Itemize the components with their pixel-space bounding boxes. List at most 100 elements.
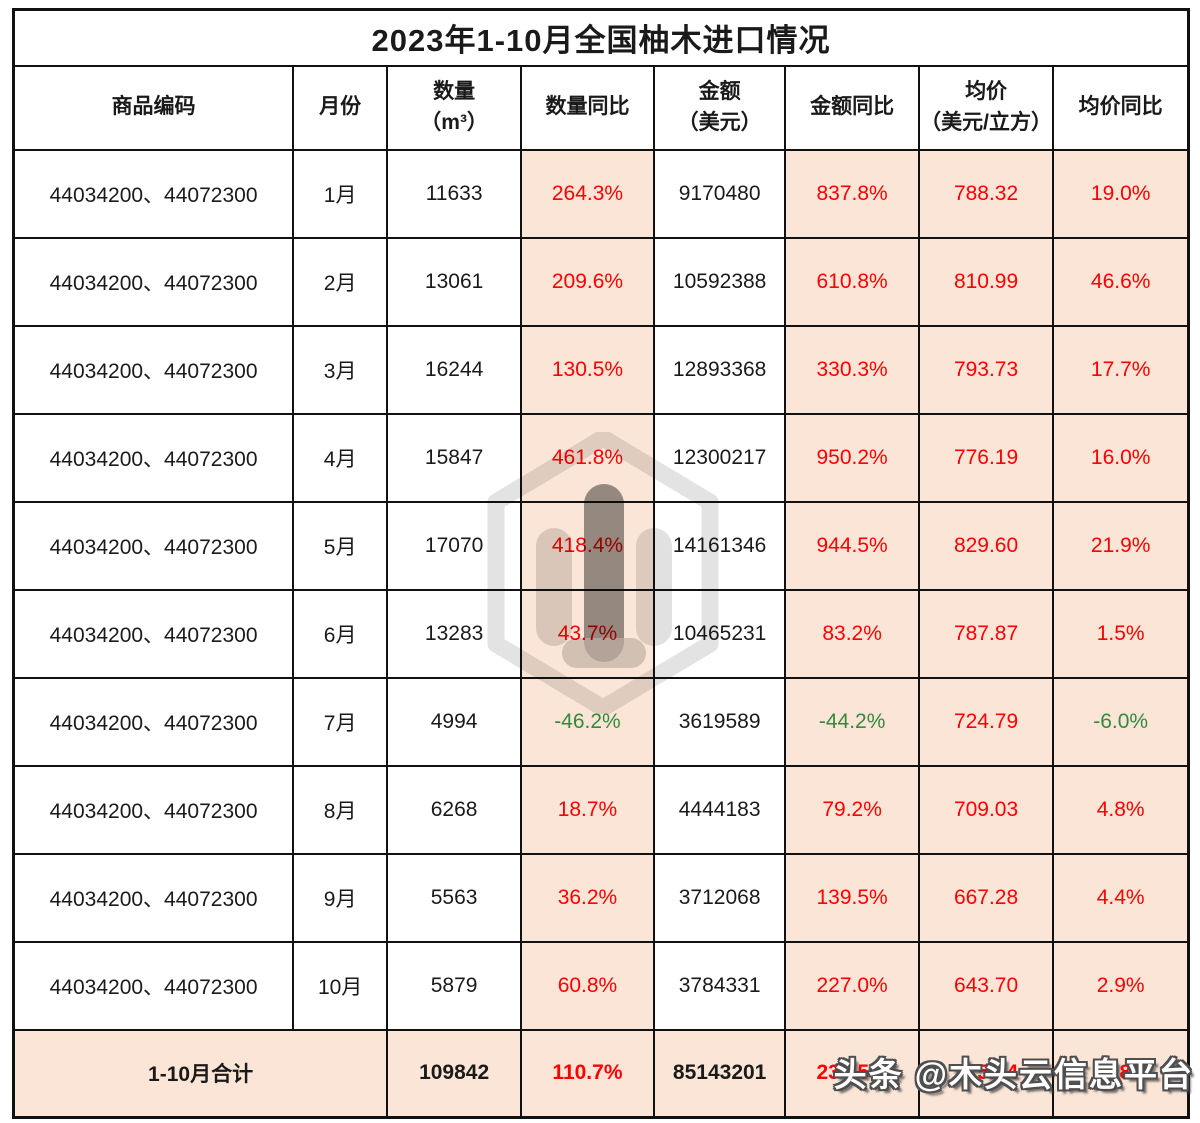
- cell-price: 724.79: [917, 676, 1055, 767]
- cell-qty-yoy: 18.7%: [520, 764, 655, 855]
- cell-amount: 14161346: [652, 500, 787, 591]
- cell-code: 44034200、44072300: [12, 588, 295, 679]
- total-cell-qty-yoy: 110.7%: [520, 1028, 655, 1119]
- cell-price-yoy: -6.0%: [1052, 676, 1190, 767]
- cell-month: 3月: [292, 324, 389, 415]
- col-header-label: 商品编码: [111, 95, 196, 119]
- col-header-code: 商品编码: [12, 64, 295, 151]
- cell-qty-yoy: -46.2%: [520, 676, 655, 767]
- cell-price-yoy: 4.4%: [1052, 852, 1190, 943]
- table-row: 44034200、44072300 7月 4994 -46.2% 3619589 -44.…: [12, 676, 1190, 767]
- cell-price: 793.73: [917, 324, 1055, 415]
- col-header-label: 数量同比: [545, 95, 630, 119]
- cell-code: 44034200、44072300: [12, 676, 295, 767]
- teak-import-table: 2023年1-10月全国柚木进口情况 商品编码 月份 数量 （m³） 数量同比 …: [12, 8, 1190, 1119]
- table-row: 44034200、44072300 1月 11633 264.3% 9170480 837…: [12, 148, 1190, 239]
- col-header-price: 均价 （美元/立方）: [917, 64, 1055, 151]
- col-header-label: 均价同比: [1078, 95, 1163, 119]
- cell-price-yoy: 21.9%: [1052, 500, 1190, 591]
- cell-amount-yoy: 139.5%: [784, 852, 920, 943]
- cell-amount-yoy: 837.8%: [784, 148, 920, 239]
- cell-qty: 17070: [386, 500, 523, 591]
- cell-price-yoy: 19.0%: [1052, 148, 1190, 239]
- cell-qty: 13283: [386, 588, 523, 679]
- cell-qty: 16244: [386, 324, 523, 415]
- cell-price: 810.99: [917, 236, 1055, 327]
- cell-amount: 3784331: [652, 940, 787, 1031]
- cell-price-yoy: 4.8%: [1052, 764, 1190, 855]
- cell-amount-yoy: 944.5%: [784, 500, 920, 591]
- table-title: 2023年1-10月全国柚木进口情况: [12, 8, 1190, 67]
- table-row: 44034200、44072300 10月 5879 60.8% 3784331 227.…: [12, 940, 1190, 1031]
- cell-amount-yoy: 950.2%: [784, 412, 920, 503]
- cell-code: 44034200、44072300: [12, 148, 295, 239]
- cell-amount: 12893368: [652, 324, 787, 415]
- table-row: 44034200、44072300 3月 16244 130.5% 12893368 33…: [12, 324, 1190, 415]
- title-row: 2023年1-10月全国柚木进口情况: [12, 8, 1190, 67]
- table-row: 44034200、44072300 4月 15847 461.8% 12300217 95…: [12, 412, 1190, 503]
- total-cell-amount: 85143201: [652, 1028, 787, 1119]
- cell-month: 9月: [292, 852, 389, 943]
- cell-qty-yoy: 209.6%: [520, 236, 655, 327]
- col-header-unit: （m³）: [420, 110, 488, 134]
- table-head: 2023年1-10月全国柚木进口情况 商品编码 月份 数量 （m³） 数量同比 …: [12, 8, 1190, 151]
- cell-month: 1月: [292, 148, 389, 239]
- cell-month: 2月: [292, 236, 389, 327]
- total-cell-price-yoy: 11.8%: [1052, 1028, 1190, 1119]
- cell-code: 44034200、44072300: [12, 412, 295, 503]
- cell-qty-yoy: 418.4%: [520, 500, 655, 591]
- cell-qty-yoy: 36.2%: [520, 852, 655, 943]
- cell-amount: 4444183: [652, 764, 787, 855]
- cell-price: 643.70: [917, 940, 1055, 1031]
- cell-code: 44034200、44072300: [12, 852, 295, 943]
- cell-month: 10月: [292, 940, 389, 1031]
- table-row: 44034200、44072300 9月 5563 36.2% 3712068 139.5…: [12, 852, 1190, 943]
- cell-code: 44034200、44072300: [12, 500, 295, 591]
- cell-price: 787.87: [917, 588, 1055, 679]
- cell-amount: 3619589: [652, 676, 787, 767]
- cell-price-yoy: 2.9%: [1052, 940, 1190, 1031]
- col-header-qty-yoy: 数量同比: [520, 64, 655, 151]
- cell-amount-yoy: 227.0%: [784, 940, 920, 1031]
- cell-code: 44034200、44072300: [12, 940, 295, 1031]
- col-header-unit: （美元）: [677, 110, 762, 134]
- cell-price-yoy: 17.7%: [1052, 324, 1190, 415]
- cell-qty: 4994: [386, 676, 523, 767]
- cell-price-yoy: 46.6%: [1052, 236, 1190, 327]
- col-header-label: 金额同比: [810, 95, 895, 119]
- cell-amount: 3712068: [652, 852, 787, 943]
- col-header-label: 金额: [698, 80, 741, 104]
- table-body: 44034200、44072300 1月 11633 264.3% 9170480 837…: [12, 148, 1190, 1119]
- cell-qty: 13061: [386, 236, 523, 327]
- cell-amount: 12300217: [652, 412, 787, 503]
- cell-amount-yoy: -44.2%: [784, 676, 920, 767]
- cell-amount: 9170480: [652, 148, 787, 239]
- cell-qty-yoy: 461.8%: [520, 412, 655, 503]
- cell-qty-yoy: 130.5%: [520, 324, 655, 415]
- col-header-label: 数量: [433, 80, 476, 104]
- cell-amount: 10465231: [652, 588, 787, 679]
- total-cell-price: 775.14: [917, 1028, 1055, 1119]
- cell-month: 7月: [292, 676, 389, 767]
- cell-amount-yoy: 79.2%: [784, 764, 920, 855]
- cell-price-yoy: 1.5%: [1052, 588, 1190, 679]
- col-header-label: 均价: [965, 80, 1008, 104]
- cell-amount: 10592388: [652, 236, 787, 327]
- cell-qty: 11633: [386, 148, 523, 239]
- table-row: 44034200、44072300 5月 17070 418.4% 14161346 94…: [12, 500, 1190, 591]
- cell-price: 776.19: [917, 412, 1055, 503]
- cell-qty: 6268: [386, 764, 523, 855]
- cell-qty-yoy: 60.8%: [520, 940, 655, 1031]
- col-header-amount-yoy: 金额同比: [784, 64, 920, 151]
- cell-qty: 5563: [386, 852, 523, 943]
- table-row: 44034200、44072300 8月 6268 18.7% 4444183 79.2%…: [12, 764, 1190, 855]
- cell-qty: 5879: [386, 940, 523, 1031]
- cell-price: 667.28: [917, 852, 1055, 943]
- col-header-month: 月份: [292, 64, 389, 151]
- cell-month: 4月: [292, 412, 389, 503]
- col-header-price-yoy: 均价同比: [1052, 64, 1190, 151]
- col-header-label: 月份: [319, 95, 362, 119]
- cell-month: 6月: [292, 588, 389, 679]
- table-row: 44034200、44072300 2月 13061 209.6% 10592388 61…: [12, 236, 1190, 327]
